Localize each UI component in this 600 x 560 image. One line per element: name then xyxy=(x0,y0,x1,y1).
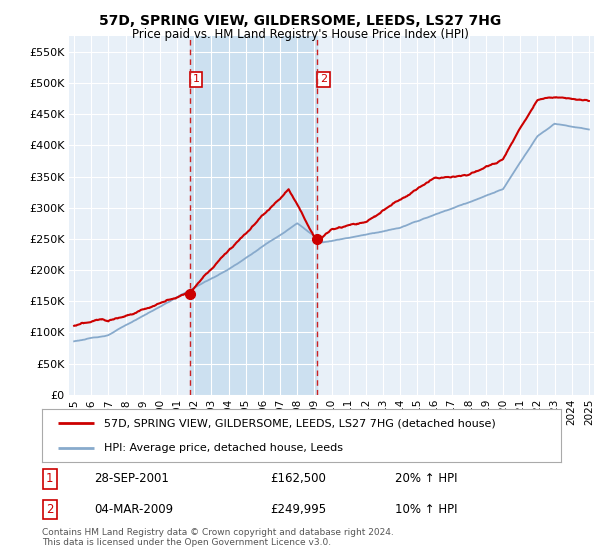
Text: Contains HM Land Registry data © Crown copyright and database right 2024.
This d: Contains HM Land Registry data © Crown c… xyxy=(42,528,394,547)
Text: 20% ↑ HPI: 20% ↑ HPI xyxy=(395,473,457,486)
Text: £249,995: £249,995 xyxy=(271,503,326,516)
Text: 1: 1 xyxy=(46,473,53,486)
Text: HPI: Average price, detached house, Leeds: HPI: Average price, detached house, Leed… xyxy=(104,442,343,452)
Bar xyxy=(190,36,317,395)
Text: 10% ↑ HPI: 10% ↑ HPI xyxy=(395,503,457,516)
Text: 04-MAR-2009: 04-MAR-2009 xyxy=(94,503,173,516)
Text: 2: 2 xyxy=(46,503,53,516)
Text: Price paid vs. HM Land Registry's House Price Index (HPI): Price paid vs. HM Land Registry's House … xyxy=(131,28,469,41)
Text: £162,500: £162,500 xyxy=(271,473,326,486)
Text: 57D, SPRING VIEW, GILDERSOME, LEEDS, LS27 7HG: 57D, SPRING VIEW, GILDERSOME, LEEDS, LS2… xyxy=(99,14,501,28)
Text: 2: 2 xyxy=(320,74,327,85)
Text: 1: 1 xyxy=(193,74,200,85)
Text: 28-SEP-2001: 28-SEP-2001 xyxy=(94,473,169,486)
Text: 57D, SPRING VIEW, GILDERSOME, LEEDS, LS27 7HG (detached house): 57D, SPRING VIEW, GILDERSOME, LEEDS, LS2… xyxy=(104,418,496,428)
